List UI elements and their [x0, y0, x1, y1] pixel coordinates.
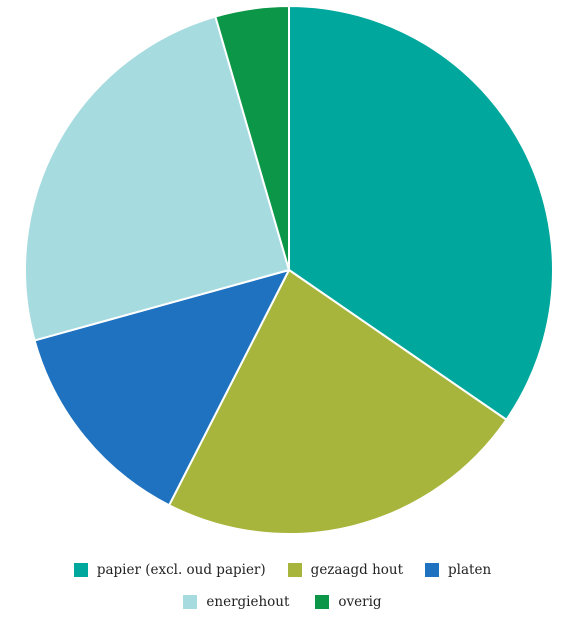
legend-swatch-overig	[315, 595, 330, 609]
legend-item-gezaagd-hout: gezaagd hout	[287, 562, 404, 578]
pie-slice-gezaagd-hout	[168, 269, 508, 535]
legend-item-papier: papier (excl. oud papier)	[73, 562, 266, 578]
legend-label-energiehout: energiehout	[206, 594, 290, 610]
legend-label-platen: platen	[448, 562, 492, 578]
legend-label-papier: papier (excl. oud papier)	[96, 562, 266, 578]
legend-item-overig: overig	[315, 594, 382, 610]
legend-item-platen: platen	[425, 562, 491, 578]
legend-item-energiehout: energiehout	[183, 594, 289, 610]
legend-label-overig: overig	[338, 594, 382, 610]
pie-slice-platen	[33, 269, 290, 507]
legend-label-gezaagd-hout: gezaagd hout	[310, 562, 404, 578]
legend-swatch-papier	[73, 563, 88, 577]
pie-slice-papier	[288, 5, 554, 421]
legend-swatch-energiehout	[183, 595, 198, 609]
pie-slice-energiehout	[24, 15, 290, 342]
legend-row-2: energiehout overig	[0, 594, 565, 610]
legend-swatch-platen	[425, 563, 440, 577]
legend-row-1: papier (excl. oud papier) gezaagd hout p…	[0, 562, 565, 578]
legend-swatch-gezaagd-hout	[287, 563, 302, 577]
pie-chart	[24, 5, 554, 535]
pie-slice-overig	[214, 5, 290, 271]
